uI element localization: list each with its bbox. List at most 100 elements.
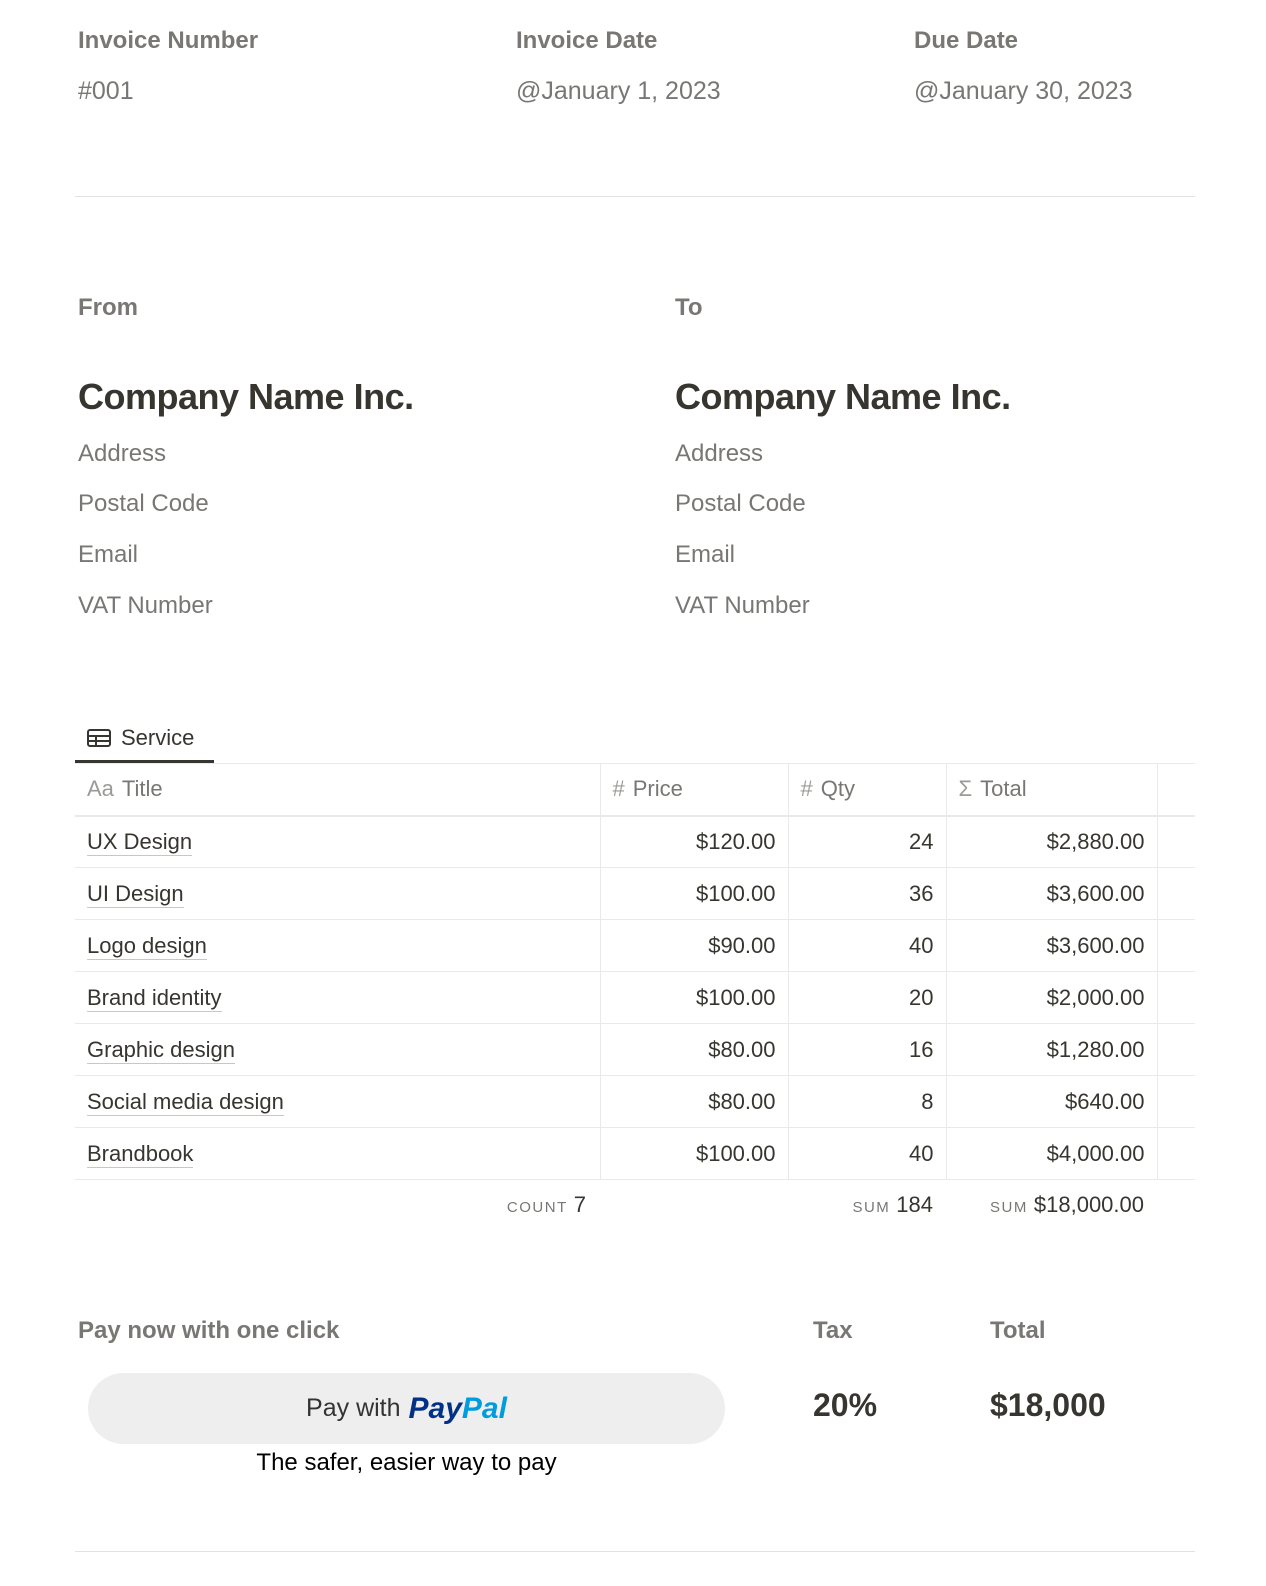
cell-text: 40 <box>909 1140 934 1166</box>
cell-text: 20 <box>909 984 934 1010</box>
extra-cell <box>1157 919 1195 972</box>
total-value: $18,000 <box>990 1387 1106 1423</box>
column-total[interactable]: Σ Total <box>946 763 1158 817</box>
total-cell[interactable]: $1,280.00 <box>946 1023 1158 1076</box>
qty-cell[interactable]: 36 <box>788 867 947 920</box>
column-extra <box>1157 763 1195 817</box>
price-cell[interactable]: $80.00 <box>600 1075 789 1128</box>
qty-cell[interactable]: 20 <box>788 971 947 1024</box>
price-cell[interactable]: $100.00 <box>600 867 789 920</box>
due-date-label: Due Date <box>914 27 1019 54</box>
table-row[interactable]: Brandbook $100.00 40 $4,000.00 <box>75 1127 1195 1180</box>
total-label: Total <box>990 1317 1046 1344</box>
to-address: Address <box>675 440 764 467</box>
tab-service[interactable]: Service <box>75 716 214 763</box>
paypal-button[interactable]: Pay with PayPal <box>88 1373 725 1444</box>
cell-text: 36 <box>909 880 934 906</box>
total-cell[interactable]: $640.00 <box>946 1075 1158 1128</box>
column-label: Qty <box>820 776 855 802</box>
from-email: Email <box>78 541 139 568</box>
title-cell[interactable]: Graphic design <box>75 1023 601 1076</box>
total-sum: SUM $18,000.00 <box>990 1192 1144 1217</box>
extra-cell <box>1157 971 1195 1024</box>
tab-label: Service <box>121 725 195 750</box>
extra-cell <box>1157 1127 1195 1180</box>
to-postal: Postal Code <box>675 490 806 517</box>
table-row[interactable]: Graphic design $80.00 16 $1,280.00 <box>75 1023 1195 1076</box>
extra-cell <box>1157 815 1195 868</box>
tax-value: 20% <box>813 1387 878 1423</box>
qty-sum: SUM 184 <box>852 1192 933 1217</box>
paypal-logo: PayPal <box>408 1391 507 1425</box>
table-row[interactable]: UI Design $100.00 36 $3,600.00 <box>75 867 1195 920</box>
qty-cell[interactable]: 40 <box>788 919 947 972</box>
cell-text: $100.00 <box>695 880 776 906</box>
count-summary: COUNT 7 <box>506 1192 586 1217</box>
cell-text: 40 <box>909 932 934 958</box>
cell-text: Logo design <box>87 932 207 960</box>
total-cell[interactable]: $3,600.00 <box>946 919 1158 972</box>
total-cell[interactable]: $2,000.00 <box>946 971 1158 1024</box>
table-row[interactable]: UX Design $120.00 24 $2,880.00 <box>75 815 1195 868</box>
column-price[interactable]: # Price <box>600 763 789 817</box>
cell-text: $640.00 <box>1064 1088 1145 1114</box>
title-cell[interactable]: Social media design <box>75 1075 601 1128</box>
extra-cell <box>1157 867 1195 920</box>
title-cell[interactable]: Brand identity <box>75 971 601 1024</box>
formula-icon: Σ <box>958 776 973 802</box>
price-cell[interactable]: $100.00 <box>600 1127 789 1180</box>
invoice-number: #001 <box>78 77 134 105</box>
title-cell[interactable]: UX Design <box>75 815 601 868</box>
table-row[interactable]: Social media design $80.00 8 $640.00 <box>75 1075 1195 1128</box>
from-company: Company Name Inc. <box>78 376 414 417</box>
price-cell[interactable]: $120.00 <box>600 815 789 868</box>
invoice-date-label: Invoice Date <box>516 27 658 54</box>
table-row[interactable]: Brand identity $100.00 20 $2,000.00 <box>75 971 1195 1024</box>
cell-text: $80.00 <box>708 1088 776 1114</box>
from-address: Address <box>78 440 167 467</box>
price-cell[interactable]: $100.00 <box>600 971 789 1024</box>
column-qty[interactable]: # Qty <box>788 763 947 817</box>
from-postal: Postal Code <box>78 490 209 517</box>
cell-text: Brandbook <box>87 1140 194 1168</box>
qty-cell[interactable]: 40 <box>788 1127 947 1180</box>
tax-label: Tax <box>813 1317 853 1344</box>
from-vat: VAT Number <box>78 592 213 619</box>
number-icon: # <box>800 776 813 802</box>
qty-cell[interactable]: 16 <box>788 1023 947 1076</box>
to-vat: VAT Number <box>675 592 810 619</box>
table-row[interactable]: Logo design $90.00 40 $3,600.00 <box>75 919 1195 972</box>
to-label: To <box>675 294 703 321</box>
pay-with-text: Pay with <box>306 1394 401 1422</box>
due-date[interactable]: @January 30, 2023 <box>914 77 1133 105</box>
qty-cell[interactable]: 8 <box>788 1075 947 1128</box>
cell-text: 8 <box>921 1088 934 1114</box>
total-cell[interactable]: $2,880.00 <box>946 815 1158 868</box>
total-cell[interactable]: $4,000.00 <box>946 1127 1158 1180</box>
column-title[interactable]: Aa Title <box>75 763 601 817</box>
divider <box>75 196 1195 197</box>
cell-text: $4,000.00 <box>1046 1140 1145 1166</box>
column-label: Price <box>632 776 683 802</box>
cell-text: $100.00 <box>695 984 776 1010</box>
cell-text: $2,000.00 <box>1046 984 1145 1010</box>
title-cell[interactable]: Brandbook <box>75 1127 601 1180</box>
invoice-date[interactable]: @January 1, 2023 <box>516 77 721 105</box>
text-icon: Aa <box>87 776 114 802</box>
pay-label: Pay now with one click <box>78 1317 340 1344</box>
cell-text: $2,880.00 <box>1046 828 1145 854</box>
price-cell[interactable]: $80.00 <box>600 1023 789 1076</box>
paypal-tagline: The safer, easier way to pay <box>256 1449 557 1476</box>
title-cell[interactable]: Logo design <box>75 919 601 972</box>
title-cell[interactable]: UI Design <box>75 867 601 920</box>
total-cell[interactable]: $3,600.00 <box>946 867 1158 920</box>
price-cell[interactable]: $90.00 <box>600 919 789 972</box>
extra-cell <box>1157 1075 1195 1128</box>
qty-cell[interactable]: 24 <box>788 815 947 868</box>
from-label: From <box>78 294 138 321</box>
service-table: Aa Title # Price # Qty Σ Total UX Design $120… <box>75 763 1195 1180</box>
column-label: Total <box>980 776 1027 802</box>
number-icon: # <box>612 776 625 802</box>
cell-text: UI Design <box>87 880 184 908</box>
cell-text: $100.00 <box>695 1140 776 1166</box>
